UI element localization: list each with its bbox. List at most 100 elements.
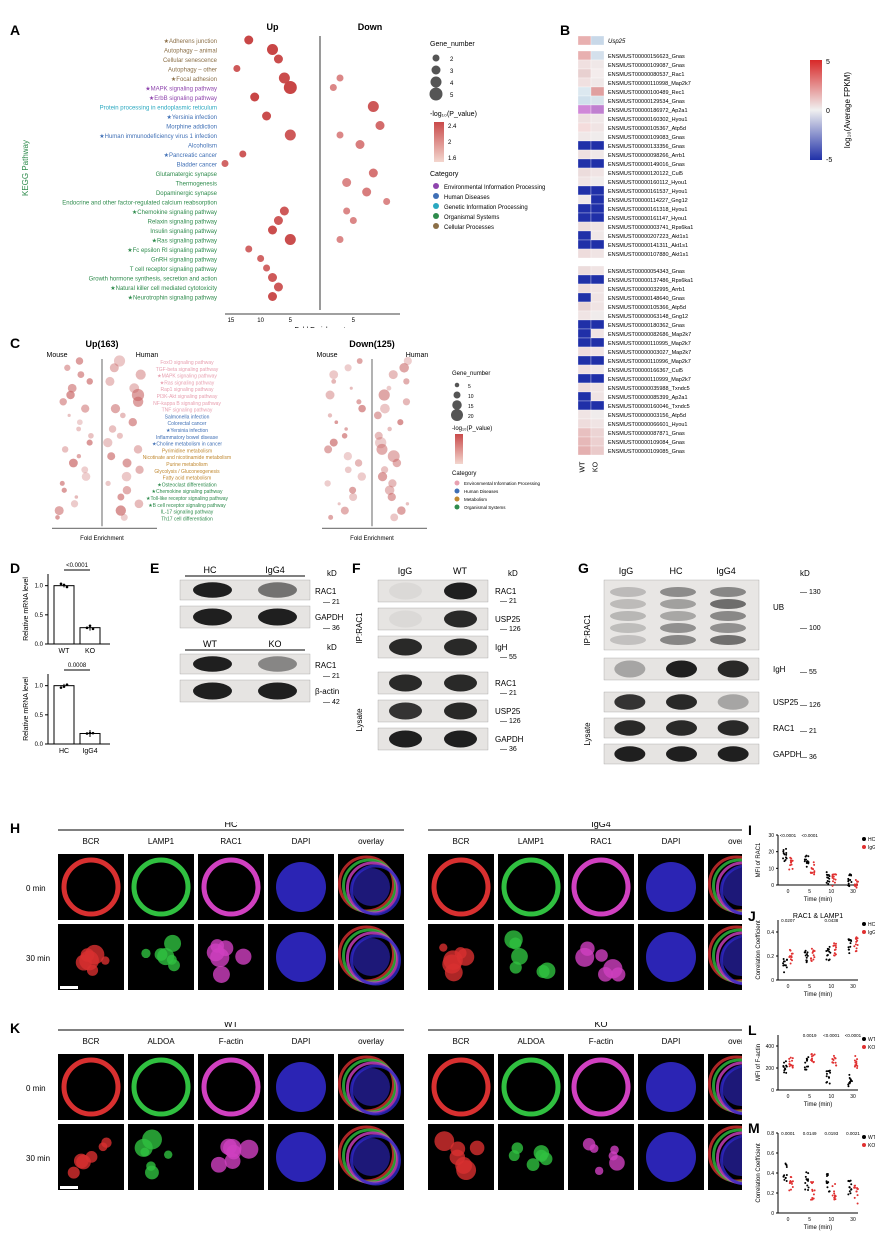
svg-text:HC: HC (670, 566, 683, 576)
svg-text:★B cell receptor signaling pat: ★B cell receptor signaling pathway (148, 503, 226, 509)
svg-text:ENSMUST00000148640_Gnas: ENSMUST00000148640_Gnas (608, 296, 685, 302)
svg-text:10: 10 (768, 866, 774, 872)
svg-text:ENSMUST00000120122_Cul5: ENSMUST00000120122_Cul5 (608, 171, 683, 177)
svg-text:IL-17 signaling pathway: IL-17 signaling pathway (161, 510, 214, 516)
svg-text:KO: KO (85, 648, 96, 655)
svg-text:KO: KO (868, 1045, 875, 1051)
svg-text:RAC1: RAC1 (220, 837, 242, 846)
svg-text:β-actin: β-actin (315, 687, 339, 696)
svg-text:4: 4 (450, 81, 454, 87)
svg-text:10: 10 (829, 1217, 835, 1223)
svg-text:Gene_number: Gene_number (430, 41, 475, 48)
svg-text:10: 10 (829, 984, 835, 990)
svg-text:Inflammatory bowel disease: Inflammatory bowel disease (156, 435, 218, 441)
svg-text:overlay: overlay (728, 837, 742, 846)
svg-text:Glycolysis / Gluconeogenesis: Glycolysis / Gluconeogenesis (154, 469, 220, 475)
svg-text:BCR: BCR (83, 837, 100, 846)
svg-text:Environmental Information Proc: Environmental Information Processing (444, 185, 545, 191)
svg-text:RAC1: RAC1 (495, 587, 517, 596)
svg-text:BCR: BCR (83, 1037, 100, 1046)
svg-text:IgG: IgG (619, 566, 634, 576)
svg-text:Relaxin signaling pathway: Relaxin signaling pathway (148, 220, 217, 226)
svg-text:Environmental Information Proc: Environmental Information Processing (464, 481, 541, 486)
svg-text:★Chemokine signaling pathway: ★Chemokine signaling pathway (132, 209, 217, 216)
svg-text:ENSMUST00000109083_Gnas: ENSMUST00000109083_Gnas (608, 135, 685, 141)
svg-text:Up: Up (267, 22, 279, 32)
svg-text:0.4: 0.4 (767, 1171, 774, 1177)
svg-text:★Natural killer cell mediated: ★Natural killer cell mediated cytotoxici… (110, 285, 217, 292)
svg-text:F-actin: F-actin (589, 1037, 613, 1046)
svg-text:— 55: — 55 (800, 669, 817, 676)
svg-text:— 21: — 21 (323, 599, 340, 606)
svg-text:30: 30 (850, 1217, 856, 1223)
svg-text:KO: KO (868, 1143, 875, 1149)
svg-text:Time (min): Time (min) (804, 1102, 832, 1108)
svg-text:5: 5 (352, 318, 356, 324)
svg-text:RAC1: RAC1 (315, 587, 337, 596)
svg-text:Pyrimidine metabolism: Pyrimidine metabolism (162, 448, 212, 454)
svg-text:ENSMUST00000160302_Hyou1: ENSMUST00000160302_Hyou1 (608, 117, 688, 123)
svg-text:IgG4: IgG4 (716, 566, 736, 576)
svg-text:Insulin signaling pathway: Insulin signaling pathway (150, 229, 217, 235)
svg-text:0.8: 0.8 (767, 1131, 774, 1137)
svg-text:Category: Category (452, 471, 476, 477)
svg-text:Genetic Information Processing: Genetic Information Processing (444, 205, 528, 211)
svg-text:Correlation Coefficient: Correlation Coefficient (756, 1143, 762, 1203)
svg-text:Time (min): Time (min) (804, 1225, 832, 1231)
panel-label-k: K (10, 1020, 20, 1036)
panel-a-chart: UpDown★Adherens junctionAutophagy – anim… (20, 18, 550, 328)
svg-text:Usp25: Usp25 (608, 39, 626, 45)
svg-text:Morphine addiction: Morphine addiction (166, 125, 217, 131)
svg-text:Organismal Systems: Organismal Systems (464, 505, 506, 510)
svg-text:1.6: 1.6 (448, 156, 457, 162)
svg-text:0.0001: 0.0001 (781, 1131, 795, 1136)
svg-text:FoxO signaling pathway: FoxO signaling pathway (160, 360, 214, 366)
svg-text:10: 10 (257, 318, 264, 324)
svg-text:USP25: USP25 (773, 698, 799, 707)
svg-text:-log₁₀(P_value): -log₁₀(P_value) (430, 111, 477, 118)
svg-text:★Ras signaling pathway: ★Ras signaling pathway (160, 380, 215, 386)
svg-text:Colorectal cancer: Colorectal cancer (168, 421, 207, 427)
svg-text:Purine metabolism: Purine metabolism (166, 462, 207, 468)
svg-text:0: 0 (771, 883, 774, 889)
svg-text:400: 400 (766, 1044, 775, 1050)
svg-text:IgG4: IgG4 (868, 845, 875, 851)
svg-text:IgH: IgH (773, 665, 786, 674)
svg-text:Relative mRNA level: Relative mRNA level (23, 677, 30, 741)
svg-text:0.5: 0.5 (35, 713, 44, 719)
svg-text:Up(163): Up(163) (85, 339, 118, 349)
svg-text:RAC1: RAC1 (315, 661, 337, 670)
svg-text:IgH: IgH (495, 643, 508, 652)
svg-text:kD: kD (327, 643, 337, 652)
svg-text:0: 0 (787, 889, 790, 895)
svg-text:10: 10 (468, 394, 474, 400)
svg-text:0.0: 0.0 (35, 742, 44, 748)
svg-text:RAC1: RAC1 (590, 837, 612, 846)
svg-text:NF-kappa B signaling pathway: NF-kappa B signaling pathway (153, 401, 221, 407)
svg-text:DAPI: DAPI (292, 1037, 311, 1046)
svg-text:kD: kD (508, 569, 518, 578)
svg-text:★Pancreatic cancer: ★Pancreatic cancer (164, 152, 217, 159)
svg-text:Lysate: Lysate (355, 708, 364, 732)
svg-text:LAMP1: LAMP1 (148, 837, 175, 846)
svg-text:Mouse: Mouse (46, 352, 67, 359)
svg-text:Thermogenesis: Thermogenesis (176, 182, 217, 188)
svg-text:ENSMUST00000160046_Txndc5: ENSMUST00000160046_Txndc5 (608, 404, 690, 410)
svg-text:ENSMUST00000003741_Rps6ka1: ENSMUST00000003741_Rps6ka1 (608, 225, 693, 231)
svg-text:0.0021: 0.0021 (846, 1131, 860, 1136)
svg-text:Autophagy – animal: Autophagy – animal (164, 49, 217, 55)
svg-text:★Ras signaling pathway: ★Ras signaling pathway (152, 238, 217, 245)
svg-text:DAPI: DAPI (662, 1037, 681, 1046)
svg-text:0: 0 (771, 1088, 774, 1094)
svg-text:log₁₀(Average FPKM): log₁₀(Average FPKM) (843, 72, 852, 148)
svg-text:<0.0001: <0.0001 (780, 833, 797, 838)
svg-text:WT: WT (580, 461, 587, 473)
svg-text:5: 5 (808, 1217, 811, 1223)
svg-text:RAC1: RAC1 (773, 724, 795, 733)
svg-text:0.0: 0.0 (35, 642, 44, 648)
svg-text:ALDOA: ALDOA (147, 1037, 175, 1046)
svg-text:ENSMUST00000087871_Gnas: ENSMUST00000087871_Gnas (608, 431, 685, 437)
svg-text:ENSMUST00000032995_Arrb1: ENSMUST00000032995_Arrb1 (608, 287, 685, 293)
svg-text:ENSMUST00000035988_Txndc5: ENSMUST00000035988_Txndc5 (608, 386, 690, 392)
svg-text:-5: -5 (826, 157, 832, 164)
